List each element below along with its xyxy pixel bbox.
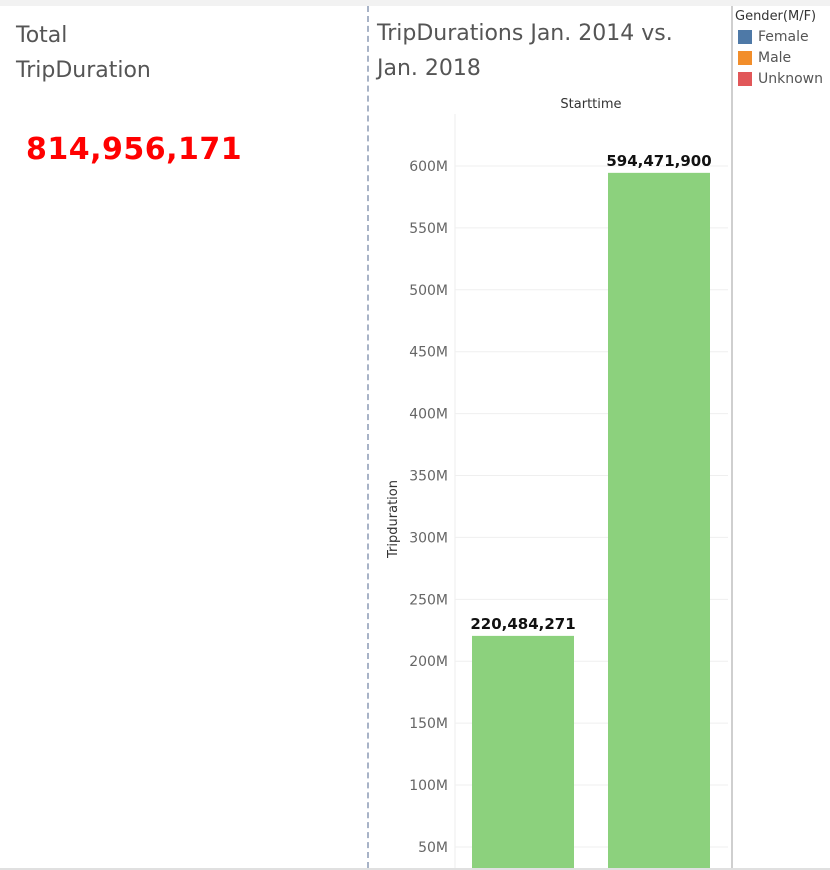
bar-value-label: 594,471,900 [606, 152, 711, 170]
bar[interactable] [472, 635, 574, 868]
legend-label-unknown: Unknown [758, 70, 823, 87]
legend-item-female[interactable]: Female [738, 26, 830, 47]
y-tick-label: 400M [409, 407, 448, 423]
y-axis-title: Tripduration [386, 480, 401, 559]
column-header: Starttime [560, 97, 621, 112]
legend-title: Gender(M/F) [735, 9, 817, 24]
top-bar [0, 0, 830, 6]
chart-panel: TripDurations Jan. 2014 vs. Jan. 2018 St… [370, 6, 730, 868]
kpi-title-line1: Total [16, 23, 68, 48]
y-tick-label: 350M [409, 469, 448, 485]
legend-swatch-female [738, 29, 752, 44]
legend-label-male: Male [758, 49, 792, 66]
legend: Gender(M/F) Female Male Unknown [734, 8, 830, 89]
y-tick-label: 200M [409, 654, 448, 670]
chart-title: TripDurations Jan. 2014 vs. Jan. 2018 [377, 16, 717, 86]
chart-title-line1: TripDurations Jan. 2014 vs. [377, 21, 673, 46]
legend-swatch-male [738, 50, 752, 65]
legend-item-male[interactable]: Male [738, 47, 830, 68]
bottom-bar [0, 868, 830, 870]
panel-divider [367, 6, 369, 868]
legend-divider [731, 6, 733, 868]
chart-title-line2: Jan. 2018 [377, 56, 481, 81]
y-tick-label: 600M [409, 159, 448, 175]
y-tick-label: 150M [409, 716, 448, 732]
y-tick-label: 300M [409, 530, 448, 546]
y-tick-label: 550M [409, 221, 448, 237]
y-tick-label: 50M [418, 840, 448, 856]
kpi-title: Total TripDuration [16, 18, 316, 88]
bar-value-label: 220,484,271 [470, 615, 575, 633]
legend-swatch-unknown [738, 71, 752, 86]
kpi-value[interactable]: 814,956,171 [26, 132, 243, 167]
y-tick-label: 250M [409, 592, 448, 608]
bar-chart: Starttime 50M 100M 150M 200M 250M 300M 350M 400M… [386, 97, 728, 868]
y-tick-label: 500M [409, 283, 448, 299]
legend-item-unknown[interactable]: Unknown [738, 68, 830, 89]
y-tick-label: 450M [409, 345, 448, 361]
y-tick-label: 100M [409, 778, 448, 794]
kpi-title-line2: TripDuration [16, 58, 151, 83]
bar[interactable] [608, 172, 710, 868]
legend-label-female: Female [758, 28, 809, 45]
total-tripduration-panel: Total TripDuration 814,956,171 [0, 6, 366, 868]
